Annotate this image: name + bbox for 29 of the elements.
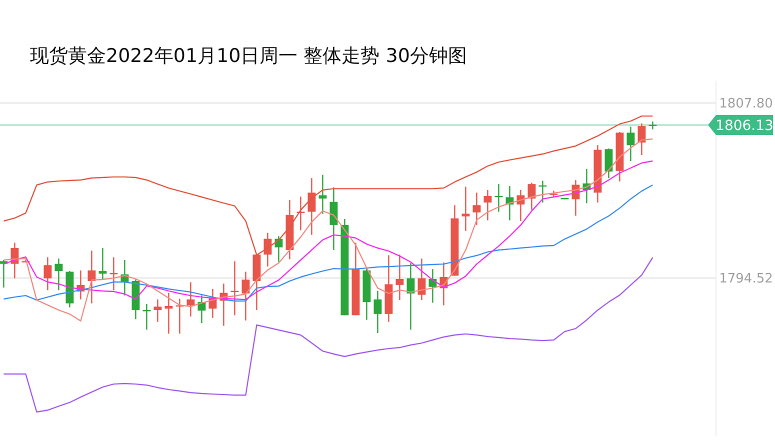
candlestick <box>626 126 635 162</box>
candlestick <box>186 282 195 318</box>
candlestick <box>406 262 415 330</box>
candlestick <box>418 258 426 301</box>
candlestick <box>604 148 613 179</box>
candlestick <box>54 258 63 291</box>
candlestick <box>98 247 107 280</box>
candlestick <box>330 186 338 251</box>
candlestick <box>44 256 52 291</box>
candlestick <box>638 122 646 156</box>
y-tick-label: 1807.80 <box>719 96 773 112</box>
candlestick <box>462 186 470 232</box>
candlestick <box>374 290 382 334</box>
candlestick <box>472 192 481 226</box>
chart-title: 现货黄金2022年01月10日周一 整体走势 30分钟图 <box>30 45 467 67</box>
candlestick <box>308 178 316 236</box>
candlestick <box>428 268 437 304</box>
line-series <box>3 256 654 413</box>
candlestick <box>164 292 173 334</box>
candlestick <box>242 271 250 322</box>
candlestick <box>88 250 96 304</box>
y-tick-label: 1794.52 <box>719 272 773 287</box>
candlestick <box>484 189 492 221</box>
ref-line-label: 1806.13 <box>716 118 774 134</box>
candlestick <box>528 182 536 210</box>
candlestick <box>318 174 327 214</box>
candlestick <box>154 298 162 322</box>
candlestick <box>142 303 151 330</box>
candlestick <box>396 254 404 301</box>
